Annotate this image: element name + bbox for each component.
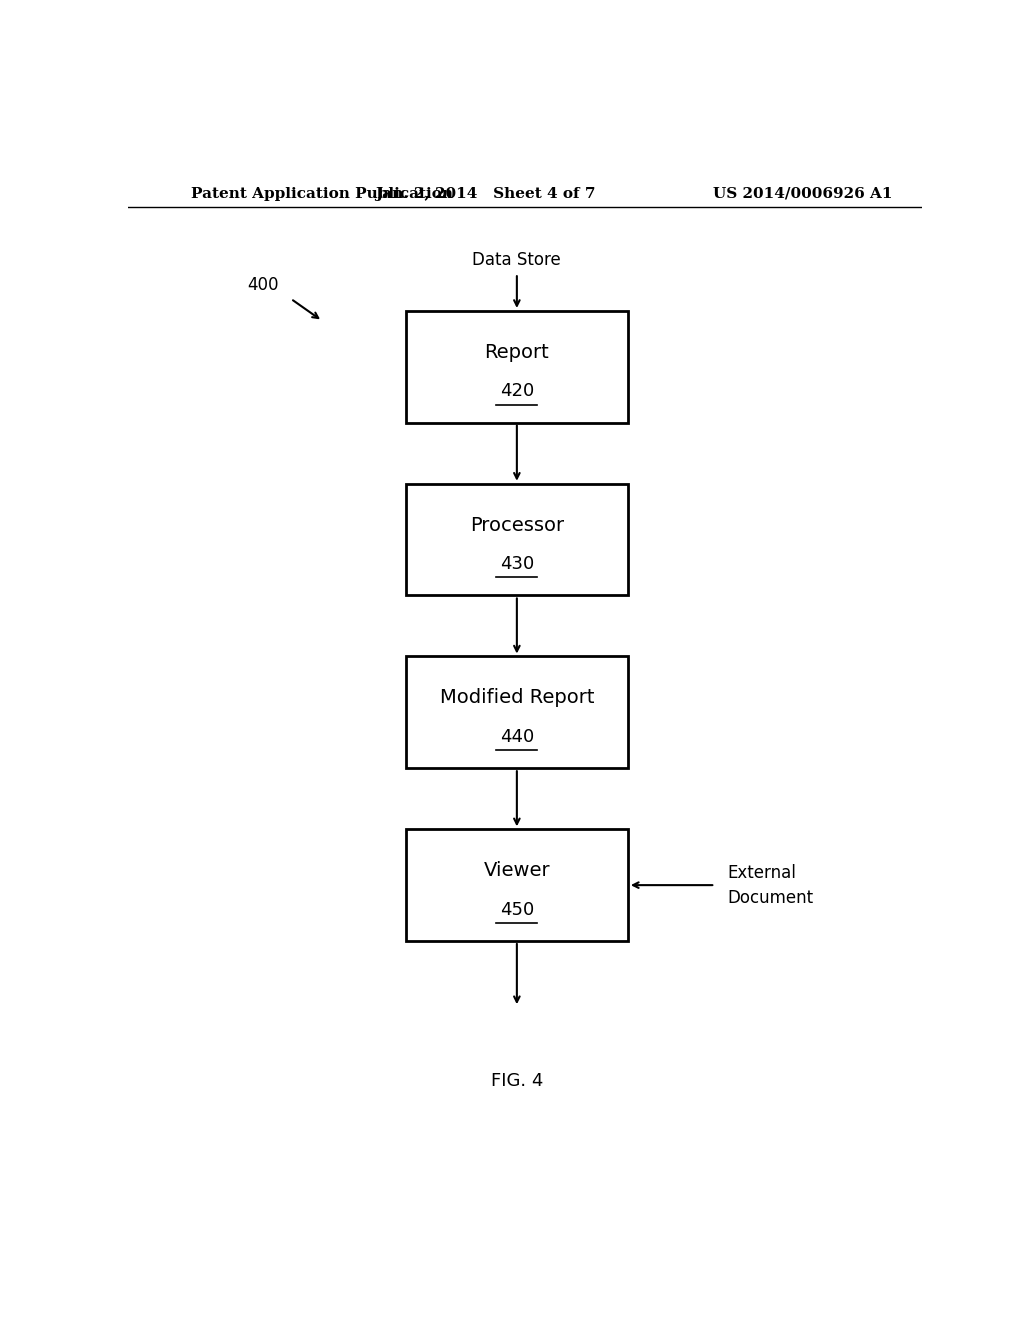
FancyBboxPatch shape — [406, 656, 628, 768]
FancyBboxPatch shape — [406, 829, 628, 941]
Text: FIG. 4: FIG. 4 — [490, 1072, 543, 1090]
Text: 420: 420 — [500, 383, 534, 400]
Text: Processor: Processor — [470, 516, 564, 535]
Text: Report: Report — [484, 343, 549, 362]
Text: 440: 440 — [500, 727, 534, 746]
Text: Modified Report: Modified Report — [439, 688, 594, 708]
Text: Viewer: Viewer — [483, 861, 550, 880]
FancyBboxPatch shape — [406, 312, 628, 422]
Text: External
Document: External Document — [727, 863, 813, 907]
Text: 450: 450 — [500, 900, 534, 919]
Text: US 2014/0006926 A1: US 2014/0006926 A1 — [713, 187, 892, 201]
Text: Patent Application Publication: Patent Application Publication — [191, 187, 454, 201]
Text: Jan. 2, 2014   Sheet 4 of 7: Jan. 2, 2014 Sheet 4 of 7 — [375, 187, 595, 201]
FancyBboxPatch shape — [406, 483, 628, 595]
Text: Data Store: Data Store — [472, 251, 561, 269]
Text: 430: 430 — [500, 556, 534, 573]
Text: 400: 400 — [247, 276, 279, 294]
